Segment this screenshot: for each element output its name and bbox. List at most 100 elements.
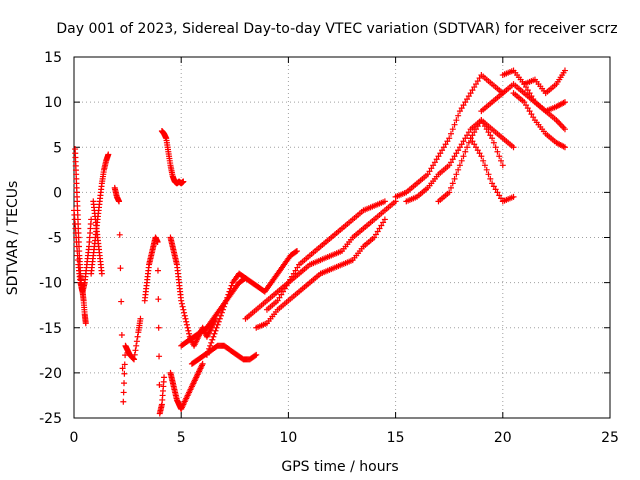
x-tick-label: 15 (387, 430, 405, 446)
data-point (462, 148, 469, 155)
data-point (376, 225, 383, 232)
data-point (178, 297, 185, 304)
data-point (116, 231, 123, 238)
data-point (561, 99, 568, 106)
series-arc-s (467, 135, 517, 205)
data-point (510, 144, 517, 151)
data-point (471, 141, 478, 148)
data-point (485, 171, 492, 178)
data-point (294, 264, 301, 271)
y-tick-label: -10 (39, 276, 62, 292)
data-point (465, 139, 472, 146)
data-point (483, 126, 490, 133)
data-point (137, 315, 144, 322)
data-point (446, 135, 453, 142)
data-point (449, 126, 456, 133)
data-point (487, 132, 494, 139)
data-point (449, 180, 456, 187)
data-point (467, 135, 474, 142)
data-point (485, 129, 492, 136)
data-point (215, 318, 222, 325)
data-point (498, 157, 505, 164)
data-point (498, 195, 505, 202)
data-point (494, 189, 501, 196)
data-point (288, 273, 295, 280)
data-point (523, 102, 530, 109)
data-point (528, 111, 535, 118)
data-point (453, 171, 460, 178)
data-point (216, 315, 223, 322)
data-point (378, 222, 385, 229)
data-point (456, 108, 463, 115)
data-point (492, 186, 499, 193)
grid-lines (74, 57, 610, 418)
data-point (446, 162, 453, 169)
data-point (372, 231, 379, 238)
data-point (154, 239, 161, 246)
data-point (203, 351, 210, 358)
data-point (455, 147, 462, 154)
series-arc-w (521, 67, 568, 97)
x-axis-label: GPS time / hours (281, 459, 398, 475)
x-tick-labels: 0 5 10 15 20 25 (70, 430, 619, 446)
data-point (561, 126, 568, 133)
data-point (381, 216, 388, 223)
data-point (481, 123, 488, 130)
x-tick-label: 20 (494, 430, 512, 446)
data-point (98, 270, 105, 277)
data-points (71, 67, 568, 417)
data-point (430, 162, 437, 169)
series-arc-o (263, 198, 388, 313)
y-tick-labels: 15 10 5 0 -5 -10 -15 -20 -25 (39, 50, 62, 427)
data-point (206, 345, 213, 352)
data-point (161, 374, 168, 381)
data-point (224, 294, 231, 301)
data-point (186, 330, 193, 337)
series-arc-i (167, 360, 206, 412)
data-point (292, 248, 299, 255)
data-point (435, 153, 442, 160)
data-point (116, 198, 123, 205)
data-point (449, 156, 456, 163)
data-point (465, 129, 472, 136)
data-point (433, 156, 440, 163)
data-point (480, 120, 487, 127)
y-tick-label: -5 (48, 231, 62, 247)
data-point (227, 285, 234, 292)
data-point (132, 347, 139, 354)
y-tick-label: 0 (53, 185, 62, 201)
data-point (530, 96, 537, 103)
data-point (490, 183, 497, 190)
data-point (133, 342, 140, 349)
data-point (561, 67, 568, 74)
data-point (451, 121, 458, 128)
series-arc-c (88, 151, 112, 277)
data-point (440, 144, 447, 151)
y-tick-label: -15 (39, 321, 62, 337)
data-point (431, 159, 438, 166)
data-point (530, 114, 537, 121)
data-point (82, 320, 89, 327)
data-point (290, 270, 297, 277)
data-point (476, 150, 483, 157)
data-point (180, 306, 187, 313)
series-arc-g (158, 128, 187, 187)
data-point (209, 336, 216, 343)
x-tick-label: 5 (177, 430, 186, 446)
data-point (199, 360, 206, 367)
data-point (253, 351, 260, 358)
data-point (480, 157, 487, 164)
data-point (156, 381, 163, 388)
data-point (487, 175, 494, 182)
data-point (179, 303, 186, 310)
data-point (456, 144, 463, 151)
data-point (473, 144, 479, 151)
data-point (524, 105, 531, 112)
data-point (442, 141, 449, 148)
data-point (211, 330, 218, 337)
x-tick-label: 0 (70, 430, 79, 446)
data-point (131, 356, 138, 363)
data-point (252, 352, 259, 359)
series-arc-l (203, 248, 300, 358)
data-point (439, 147, 446, 154)
